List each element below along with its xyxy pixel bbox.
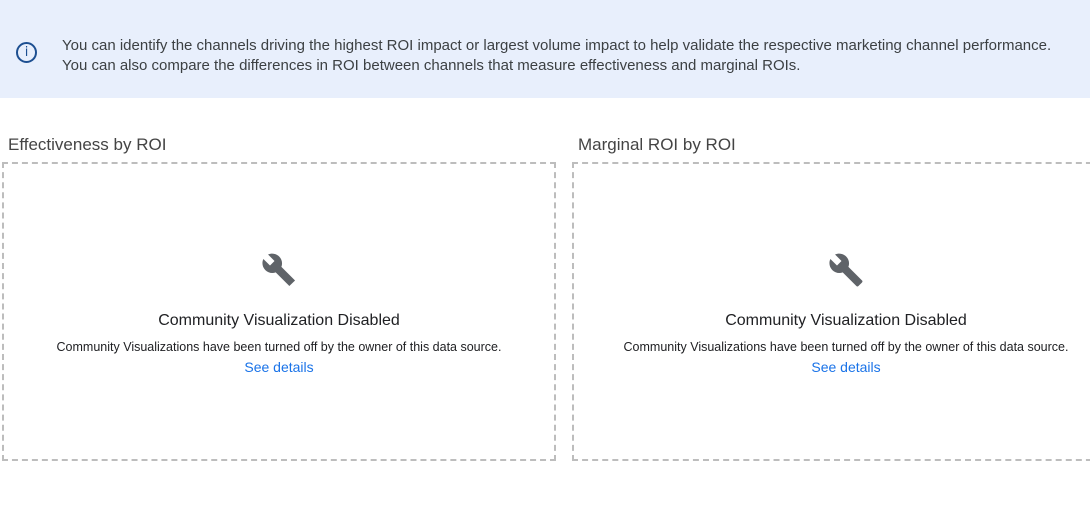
panel-content: Community Visualization Disabled Communi… [574,164,1090,459]
disabled-message: Community Visualizations have been turne… [623,340,1069,354]
wrench-icon [262,253,296,287]
disabled-heading: Community Visualization Disabled [158,312,400,329]
chart-title-marginal-roi: Marginal ROI by ROI [578,135,736,154]
info-banner: i You can identify the channels driving … [0,0,1090,98]
see-details-link[interactable]: See details [811,359,881,375]
chart-title-effectiveness: Effectiveness by ROI [8,135,167,154]
visualization-panel-effectiveness: Community Visualization Disabled Communi… [2,162,556,461]
banner-text: You can identify the channels driving th… [62,37,1052,74]
disabled-heading: Community Visualization Disabled [725,312,967,329]
wrench-icon [829,253,863,287]
see-details-link[interactable]: See details [244,359,314,375]
info-icon: i [16,42,37,63]
disabled-message: Community Visualizations have been turne… [56,340,502,354]
visualization-panel-marginal-roi: Community Visualization Disabled Communi… [572,162,1090,461]
